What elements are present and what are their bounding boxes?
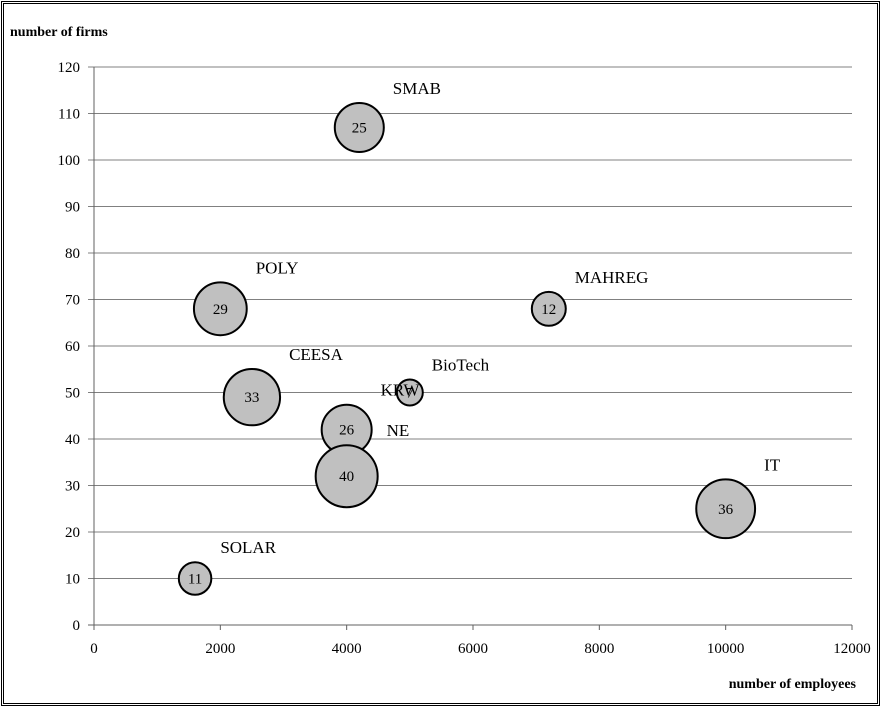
x-tick-label: 10000 xyxy=(707,641,745,657)
bubble-label: SOLAR xyxy=(220,538,276,557)
bubbles: 25 SMAB 29 POLY 12 MAHREG 33 CEESA 7 BioTech 26 KRW… xyxy=(177,79,781,596)
x-tick-label: 2000 xyxy=(205,641,235,657)
y-tick-label: 120 xyxy=(58,60,81,76)
x-tick-label: 8000 xyxy=(584,641,614,657)
x-tick-label: 4000 xyxy=(332,641,362,657)
y-tick-label: 110 xyxy=(58,107,80,123)
y-tick-label: 10 xyxy=(65,572,80,588)
y-tick-label: 20 xyxy=(65,525,80,541)
y-axis-title: number of firms xyxy=(10,25,108,40)
bubble-label: KRW xyxy=(381,381,421,400)
bubble-value: 40 xyxy=(339,469,354,485)
y-tick-label: 50 xyxy=(65,386,80,402)
bubble-label: MAHREG xyxy=(575,268,649,287)
x-tick-label: 0 xyxy=(90,641,98,657)
bubble-ceesa xyxy=(222,367,282,427)
y-tick-label: 70 xyxy=(65,293,80,309)
bubble-label: POLY xyxy=(256,258,299,277)
y-tick-label: 40 xyxy=(65,432,80,448)
bubble-it xyxy=(695,478,757,540)
bubble-value: 7 xyxy=(406,386,414,402)
bubble-poly xyxy=(192,281,248,337)
bubble-smab xyxy=(333,101,385,153)
y-tick-label: 30 xyxy=(65,479,80,495)
bubble-value: 25 xyxy=(352,120,367,136)
y-tick-label: 60 xyxy=(65,339,80,355)
bubble-label: NE xyxy=(387,421,410,440)
bubble-value: 36 xyxy=(718,502,734,518)
y-tick-label: 0 xyxy=(73,618,81,634)
bubble-value: 33 xyxy=(244,390,259,406)
x-tick-label: 12000 xyxy=(833,641,871,657)
y-tick-label: 80 xyxy=(65,246,80,262)
bubble-mahreg xyxy=(530,290,567,327)
bubble-label: CEESA xyxy=(289,345,344,364)
bubble-solar xyxy=(177,561,213,596)
bubble-label: BioTech xyxy=(432,356,490,375)
gridlines xyxy=(88,66,853,630)
tick-labels: 0 10 20 30 40 50 60 70 80 90 100 110 120 0 2000 4000 600… xyxy=(58,60,871,657)
bubble-ne xyxy=(314,444,379,509)
bubble-label: IT xyxy=(764,455,781,474)
bubble-value: 29 xyxy=(213,302,228,318)
x-axis-title: number of employees xyxy=(729,677,857,692)
x-tick-label: 6000 xyxy=(458,641,488,657)
y-tick-label: 90 xyxy=(65,200,80,216)
bubble-biotech xyxy=(395,378,424,407)
bubble-label: SMAB xyxy=(393,79,441,98)
bubble-value: 11 xyxy=(188,572,202,588)
y-tick-label: 100 xyxy=(58,153,81,169)
bubble-value: 26 xyxy=(339,423,355,439)
bubble-value: 12 xyxy=(541,302,556,318)
